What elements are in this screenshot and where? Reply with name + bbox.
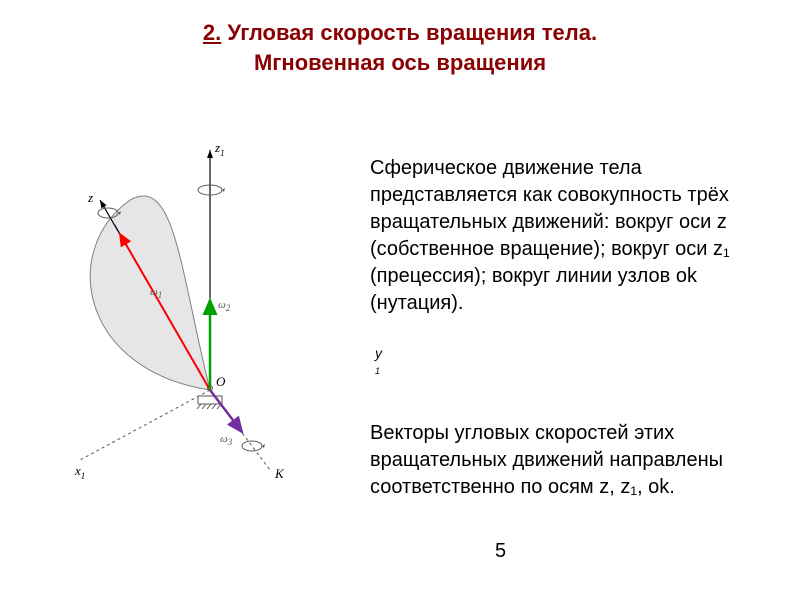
svg-text:z1: z1 xyxy=(214,140,225,158)
title-line1: Угловая скорость вращения тела. xyxy=(221,20,597,45)
svg-text:O: O xyxy=(216,374,226,389)
svg-text:ω2: ω2 xyxy=(218,299,231,313)
svg-text:ω3: ω3 xyxy=(220,433,233,447)
paragraph-1: Сферическое движение тела представляется… xyxy=(370,155,770,317)
svg-text:K: K xyxy=(274,466,285,480)
y1-y: y xyxy=(375,345,382,361)
paragraph-2: Векторы угловых скоростей этих вращатель… xyxy=(370,420,770,501)
y1-sub: 1 xyxy=(375,366,380,376)
slide-title: 2. Угловая скорость вращения тела. Мгнов… xyxy=(0,0,800,77)
page-number: 5 xyxy=(495,540,506,563)
svg-text:z: z xyxy=(87,190,93,205)
title-number: 2. xyxy=(203,20,221,45)
y1-label: y 1 xyxy=(375,345,382,377)
euler-angles-diagram: z1x1KzOω1ω2ω3 xyxy=(20,130,350,480)
svg-text:x1: x1 xyxy=(74,463,85,480)
title-line2: Мгновенная ось вращения xyxy=(0,48,800,78)
